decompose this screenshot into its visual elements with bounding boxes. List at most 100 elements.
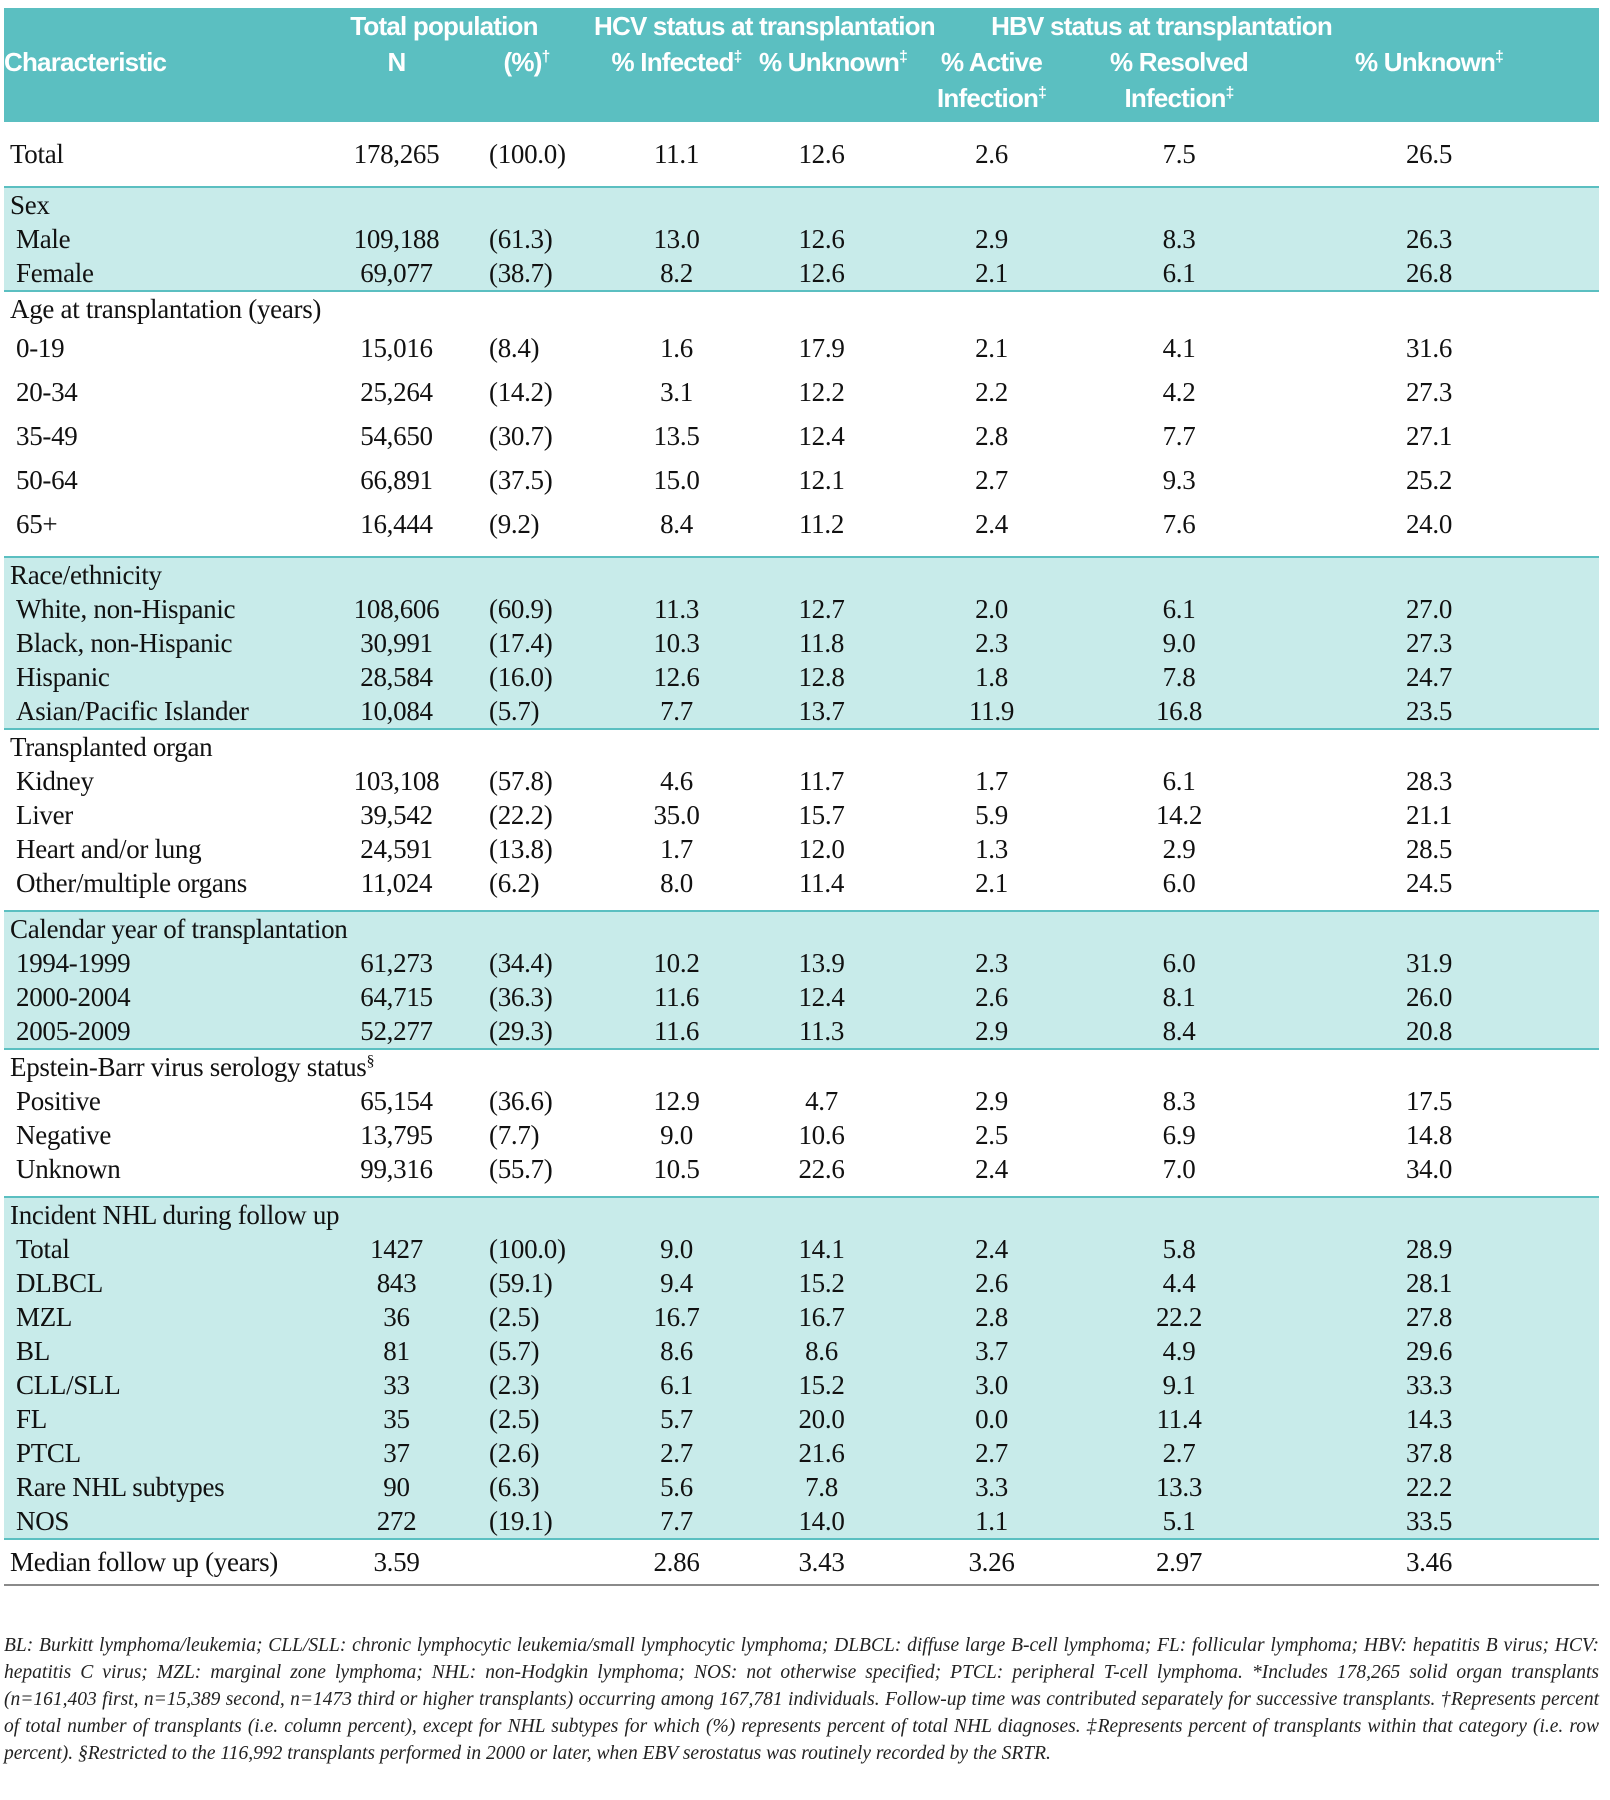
cell-hbv-active: 2.2 (975, 377, 1008, 407)
cell-n: 54,650 (360, 421, 433, 451)
table-row: Total 1427 (100.0) 9.0 14.1 2.4 5.8 28.9 (4, 1232, 1600, 1266)
cell-hcv-infected: 35.0 (653, 800, 700, 830)
cell-hcv-unknown: 11.2 (798, 509, 845, 539)
table-row: 1994-1999 61,273 (34.4) 10.2 13.9 2.3 6.0 31.9 (4, 946, 1600, 980)
cell-hbv-active: 2.8 (975, 421, 1008, 451)
row-label: MZL (4, 1300, 334, 1334)
cell-hbv-active: 1.7 (975, 766, 1008, 796)
cell-hbv-resolved: 7.7 (1162, 421, 1196, 451)
cell-hcv-infected: 7.7 (594, 694, 759, 729)
cell-hbv-active: 2.6 (884, 980, 1100, 1014)
cell-n: 3.59 (334, 1538, 459, 1586)
cell-hbv-unknown: 31.9 (1259, 946, 1600, 980)
cell-hcv-unknown: 17.9 (798, 333, 845, 363)
cell-hbv-unknown: 17.5 (1405, 1086, 1453, 1116)
cell-hcv-infected: 12.9 (653, 1086, 700, 1116)
cell-hcv-infected: 5.6 (594, 1470, 759, 1504)
cell-hbv-active: 2.6 (884, 1266, 1100, 1300)
cell-hbv-unknown: 27.1 (1405, 421, 1453, 451)
table-row: Negative 13,795 (7.7) 9.0 10.6 2.5 6.9 14.8 (4, 1118, 1599, 1152)
header-hbv-unknown: % Unknown‡ (1259, 44, 1600, 80)
table-row: 2000-2004 64,715 (36.3) 11.6 12.4 2.6 8.1 26.0 (4, 980, 1600, 1014)
cell-hbv-active: 0.0 (884, 1402, 1100, 1436)
row-label: Unknown (16, 1154, 121, 1184)
row-label: 2000-2004 (4, 980, 334, 1014)
cell-n: 65,154 (360, 1086, 433, 1116)
section-age: Age at transplantation (years) (4, 290, 1600, 326)
cell-hbv-unknown: 34.0 (1405, 1154, 1453, 1184)
cell-n: 66,891 (360, 465, 433, 495)
cell-hbv-unknown: 28.5 (1405, 834, 1453, 864)
cell-hcv-unknown: 21.6 (759, 1436, 885, 1470)
cell-hbv-active: 2.9 (884, 1014, 1100, 1049)
table-row: Median follow up (years) 3.59 2.86 3.43 3.26… (4, 1538, 1600, 1586)
section-title-text: Race/ethnicity (10, 560, 162, 590)
cell-hcv-infected: 2.86 (594, 1538, 759, 1586)
header-hbv-active: % Active (884, 44, 1100, 80)
cell-n: 35 (334, 1402, 459, 1436)
cell-hcv-unknown: 20.0 (759, 1402, 885, 1436)
row-label: 1994-1999 (4, 946, 334, 980)
table-row: Positive 65,154 (36.6) 12.9 4.7 2.9 8.3 17.5 (4, 1084, 1599, 1118)
section-nhl: Incident NHL during follow up (4, 1196, 1600, 1232)
cell-hbv-active: 3.3 (884, 1470, 1100, 1504)
cell-hbv-resolved: 5.1 (1099, 1504, 1260, 1539)
cell-hbv-resolved: 4.9 (1099, 1334, 1260, 1368)
cell-hbv-active: 5.9 (975, 800, 1008, 830)
section-title-mark: § (366, 1052, 375, 1070)
cell-hbv-unknown: 27.8 (1259, 1300, 1600, 1334)
row-label: Rare NHL subtypes (4, 1470, 334, 1504)
cell-hcv-infected: 11.6 (594, 1014, 759, 1049)
cell-hbv-resolved: 9.3 (1162, 465, 1196, 495)
cell-hbv-unknown: 27.0 (1259, 592, 1600, 626)
cell-n: 69,077 (334, 256, 459, 291)
cell-pct: (6.2) (489, 868, 540, 898)
row-label: Negative (16, 1120, 112, 1150)
cell-hbv-active: 2.9 (884, 222, 1100, 256)
section-title-row: Calendar year of transplantation (4, 910, 1600, 946)
cell-hbv-resolved: 2.9 (1162, 834, 1196, 864)
cell-n: 843 (334, 1266, 459, 1300)
row-label: Total (10, 139, 64, 169)
cell-hbv-resolved: 9.0 (1099, 626, 1260, 660)
cell-hcv-unknown: 12.6 (798, 139, 845, 169)
row-label: Hispanic (4, 660, 334, 694)
cell-hbv-resolved: 16.8 (1099, 694, 1260, 729)
row-spacer (4, 900, 1599, 911)
section-title-text: Age at transplantation (years) (10, 294, 322, 324)
section-title-row: Race/ethnicity (4, 556, 1600, 592)
cell-hbv-active: 2.3 (884, 626, 1100, 660)
row-label: Median follow up (years) (4, 1538, 334, 1586)
cell-hcv-unknown: 3.43 (759, 1538, 885, 1586)
cell-hcv-infected: 9.4 (594, 1266, 759, 1300)
cell-hbv-resolved: 6.0 (1162, 868, 1196, 898)
section-title-row: Incident NHL during follow up (4, 1196, 1600, 1232)
cell-hbv-active: 1.1 (884, 1504, 1100, 1539)
table-row: Asian/Pacific Islander 10,084 (5.7) 7.7 13.7… (4, 694, 1600, 729)
table-row: 20-34 25,264 (14.2) 3.1 12.2 2.2 4.2 27.3 (4, 370, 1599, 414)
header-hcv-group: HCV status at transplantation (594, 8, 936, 44)
cell-pct: (61.3) (459, 222, 594, 256)
cell-hbv-active: 2.1 (975, 333, 1008, 363)
table-row: Liver 39,542 (22.2) 35.0 15.7 5.9 14.2 21.1 (4, 798, 1599, 832)
cell-hbv-resolved: 2.7 (1099, 1436, 1260, 1470)
table-row: Rare NHL subtypes 90 (6.3) 5.6 7.8 3.3 13.3 22.… (4, 1470, 1600, 1504)
cell-hcv-infected: 6.1 (594, 1368, 759, 1402)
cell-hbv-active: 3.26 (884, 1538, 1100, 1586)
cell-pct: (6.3) (459, 1470, 594, 1504)
cell-hcv-unknown: 4.7 (805, 1086, 838, 1116)
cell-hbv-resolved: 7.6 (1162, 509, 1196, 539)
cell-hbv-unknown: 28.3 (1405, 766, 1453, 796)
cell-pct: (14.2) (489, 377, 553, 407)
cell-n: 99,316 (360, 1154, 433, 1184)
row-label: 0-19 (16, 333, 65, 363)
cell-hcv-unknown: 12.8 (759, 660, 885, 694)
table-footnotes: BL: Burkitt lymphoma/leukemia; CLL/SLL: … (4, 1632, 1599, 1767)
cell-hbv-active: 2.1 (975, 868, 1008, 898)
cell-hbv-resolved: 6.1 (1099, 256, 1260, 291)
cell-hbv-unknown: 25.2 (1405, 465, 1453, 495)
cell-pct: (9.2) (489, 509, 540, 539)
cell-hbv-active: 2.4 (975, 509, 1008, 539)
row-label: Positive (16, 1086, 101, 1116)
cell-hcv-unknown: 12.7 (759, 592, 885, 626)
